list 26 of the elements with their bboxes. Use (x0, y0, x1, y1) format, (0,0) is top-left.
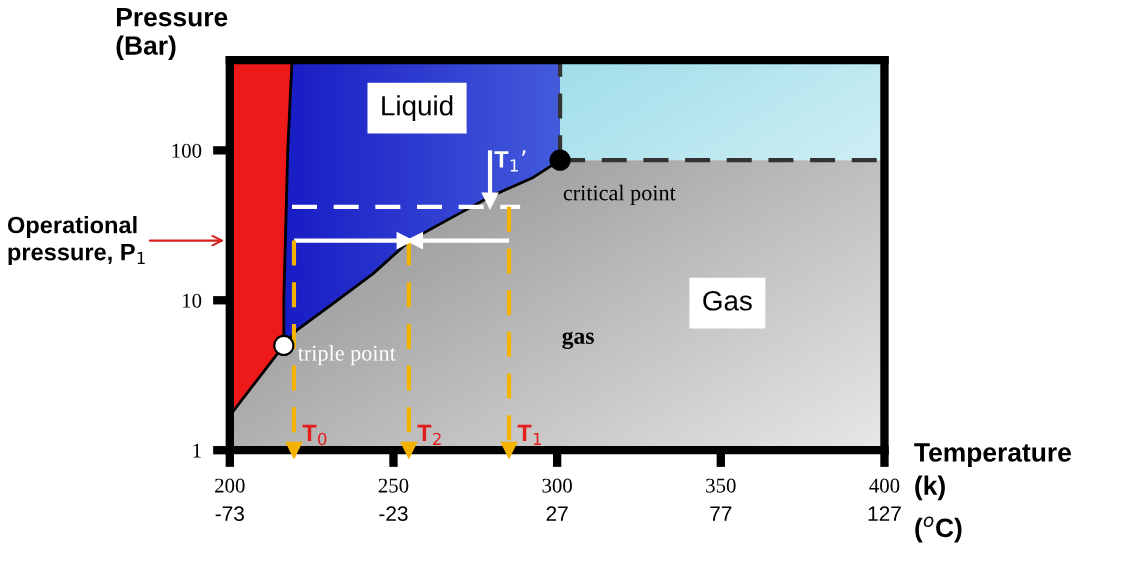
x2-tick-label: 77 (710, 506, 732, 521)
annotation: Gas (703, 290, 752, 311)
annotation: T$_{0}$ (302, 424, 327, 446)
x2-tick-label: -23 (379, 506, 408, 522)
x2-tick-label: -73 (215, 506, 244, 522)
annotation: triple point (297, 345, 396, 366)
x-tick-label: 300 (542, 478, 572, 493)
annotation: T$_{1}$ (517, 424, 541, 445)
annotation: critical point (563, 184, 676, 205)
x-tick-label: 400 (869, 478, 900, 493)
y-tick-label: 10 (183, 293, 202, 308)
x-tick-label: 200 (215, 478, 245, 493)
y-tick-label: 1 (193, 443, 201, 458)
text: Operational pressure, P$_{1}$ (7, 216, 145, 266)
x2-tick-label: 127 (868, 506, 901, 521)
annotation: Liquid (382, 95, 453, 122)
x2-axis-title: ($^{o}$C) (915, 516, 962, 543)
x-axis-title: Temperature (k) (914, 443, 1071, 501)
x-tick-label: 250 (378, 478, 409, 493)
annotation: T$_{2}$ (417, 424, 441, 445)
y-tick-label: 100 (172, 143, 202, 158)
x2-tick-label: 27 (546, 506, 568, 521)
annotation: T$_{1}$’ (494, 150, 526, 172)
y-axis-title: Pressure (Bar) (116, 8, 228, 61)
x-tick-label: 350 (706, 478, 736, 493)
annotation: gas (562, 331, 594, 349)
